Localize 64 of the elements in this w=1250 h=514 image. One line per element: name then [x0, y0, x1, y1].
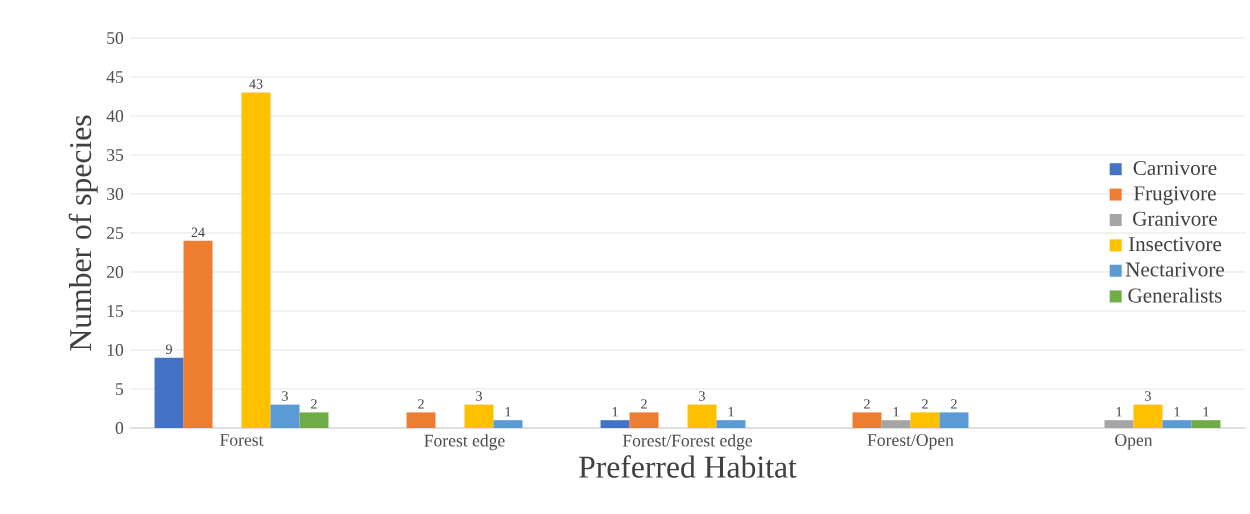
y-axis-title: Number of species — [68, 115, 98, 351]
data-label: 3 — [699, 391, 705, 401]
legend-label: Carnivore — [1133, 160, 1217, 176]
bar — [1133, 404, 1163, 428]
bar — [406, 412, 436, 428]
data-label: 2 — [864, 399, 870, 409]
bar — [1104, 420, 1134, 428]
y-tick-label: 35 — [107, 149, 124, 161]
bar — [1162, 420, 1192, 428]
data-label: 43 — [249, 79, 263, 89]
x-tick-label: Open — [1115, 434, 1153, 450]
bar — [493, 420, 523, 428]
data-label: 1 — [612, 407, 618, 417]
legend-label: Granivore — [1133, 211, 1217, 226]
bar — [154, 357, 184, 428]
bar — [910, 412, 940, 428]
bar — [299, 412, 329, 428]
bar — [600, 420, 630, 428]
data-label: 3 — [1145, 391, 1151, 401]
y-tick-label: 30 — [107, 188, 124, 200]
data-label: 1 — [1116, 407, 1122, 417]
y-tick-label: 10 — [107, 344, 124, 356]
data-label: 2 — [311, 399, 317, 409]
y-tick-label: 40 — [106, 110, 124, 122]
data-label: 1 — [1203, 407, 1209, 417]
data-label: 3 — [282, 391, 288, 401]
y-tick-label: 45 — [106, 71, 124, 83]
legend-label: Generalists — [1128, 287, 1222, 303]
y-tick-label: 50 — [107, 32, 124, 44]
bar — [881, 420, 911, 428]
x-tick-label: Forest/Forest edge — [622, 434, 753, 451]
y-tick-label: 0 — [115, 422, 124, 434]
bar — [716, 420, 746, 428]
data-label: 2 — [951, 399, 957, 409]
legend-label: Frugivore — [1133, 186, 1216, 205]
bar — [270, 404, 300, 428]
data-label: 9 — [165, 344, 172, 354]
y-tick-label: 5 — [116, 383, 124, 395]
data-label: 1 — [893, 407, 899, 417]
data-label: 1 — [728, 407, 734, 417]
x-tick-label: Forest — [220, 434, 264, 446]
legend-label: Insectivore — [1128, 237, 1222, 252]
x-axis-title: Preferred Habitat — [579, 455, 797, 478]
bar — [687, 404, 717, 428]
bar — [241, 92, 271, 428]
bar — [1191, 420, 1221, 428]
y-tick-label: 20 — [107, 266, 124, 278]
data-label: 1 — [1174, 407, 1180, 417]
data-label: 1 — [505, 407, 511, 417]
x-tick-label: Forest/Open — [867, 434, 954, 450]
y-tick-label: 25 — [107, 227, 124, 239]
data-label: 2 — [922, 399, 928, 409]
bar — [629, 412, 659, 428]
bar — [183, 240, 213, 428]
data-label: 2 — [418, 399, 424, 409]
bar — [464, 404, 494, 428]
data-label: 24 — [191, 227, 205, 237]
legend-label: Nectarivore — [1125, 262, 1224, 277]
x-tick-label: Forest edge — [424, 434, 505, 451]
y-tick-label: 15 — [107, 305, 124, 317]
data-label: 2 — [641, 399, 647, 409]
bar — [852, 412, 882, 428]
bar — [939, 412, 969, 428]
data-label: 3 — [476, 391, 482, 401]
